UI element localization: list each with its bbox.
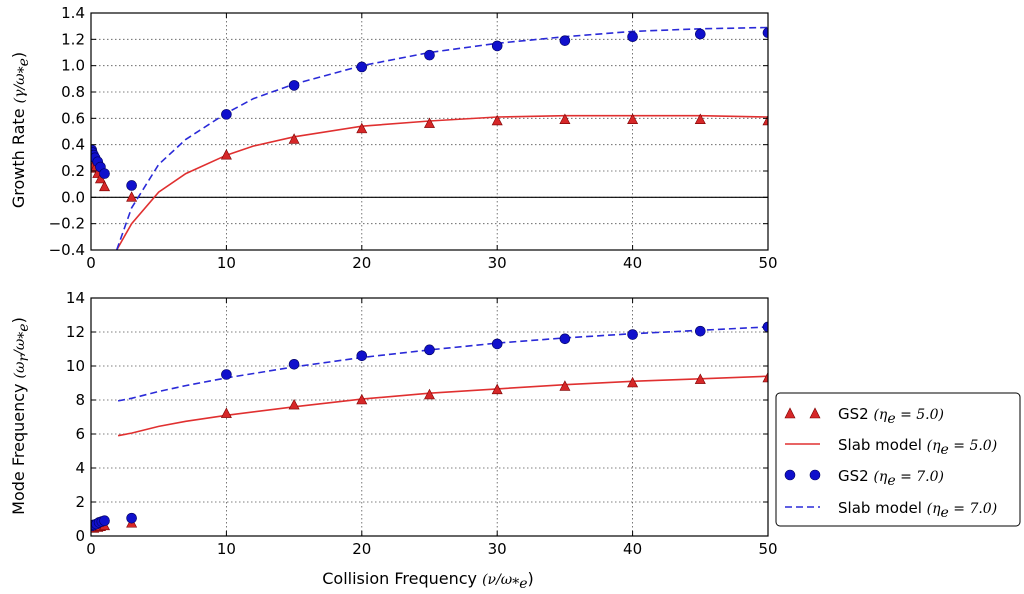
axes-frame <box>90 297 769 537</box>
y-tick-label: 6 <box>75 425 85 443</box>
y-tick-label: 10 <box>66 357 85 375</box>
x-tick-label: 20 <box>352 254 371 272</box>
gs2-eta5-point <box>220 407 232 418</box>
x-tick-label: 20 <box>352 540 371 558</box>
y-tick-label: 14 <box>66 289 85 307</box>
gs2-eta5-point <box>559 380 571 391</box>
y-tick-label: 1.0 <box>61 57 85 75</box>
y-tick-label: 0.4 <box>61 136 85 154</box>
red-triangle-marker <box>784 407 796 419</box>
blue-circle-marker <box>784 469 796 481</box>
y-tick-label: −0.4 <box>49 241 85 259</box>
y-tick-label: 0 <box>75 527 85 545</box>
gs2-eta7-point <box>424 344 435 356</box>
x-tick-label: 30 <box>488 540 507 558</box>
y-tick-label: 12 <box>66 323 85 341</box>
red-triangle-marker <box>809 407 821 419</box>
gs2-eta7-point <box>762 27 768 39</box>
x-tick-label: 50 <box>758 254 777 272</box>
legend-label: GS2 (ηe = 7.0) <box>838 467 944 489</box>
gs2-eta5-point <box>627 113 639 124</box>
gs2-eta7-point <box>694 325 706 337</box>
y-tick-label: 0.2 <box>61 162 85 180</box>
gs2-eta7-point <box>694 28 706 40</box>
gs2-eta7-point <box>762 321 768 333</box>
y-tick-label: −0.2 <box>49 215 85 233</box>
y-tick-label: 1.2 <box>61 30 85 48</box>
gs2-eta5-point <box>288 133 300 144</box>
gs2-eta5-point <box>491 383 503 395</box>
gs2-eta7-point <box>221 369 232 380</box>
y-tick-label: 1.4 <box>61 4 85 22</box>
gs2-eta5-point <box>762 371 768 383</box>
gs2-eta7-point <box>356 350 368 362</box>
slab-model-line-eta7 <box>115 26 768 250</box>
gs2-eta5-point <box>288 398 300 410</box>
slab-model-line-eta5 <box>116 114 768 250</box>
x-tick-label: 10 <box>217 254 236 272</box>
series-group <box>91 321 768 533</box>
y-tick-label: 4 <box>75 459 85 477</box>
slab-model-line-eta5 <box>117 375 768 437</box>
gs2-eta7-point <box>99 168 110 179</box>
gs2-eta7-point <box>288 358 300 370</box>
x-tick-label: 30 <box>488 254 507 272</box>
x-axis-label: Collision Frequency (ν/ω*e) <box>322 569 534 592</box>
gs2-eta7-point <box>356 61 368 73</box>
gs2-eta5-point <box>220 149 232 160</box>
x-tick-label: 0 <box>86 254 96 272</box>
gs2-eta5-point <box>126 191 138 202</box>
axes-frame <box>90 12 769 251</box>
gs2-eta5-point <box>491 114 503 126</box>
gs2-eta5-point <box>99 180 111 192</box>
gs2-eta5-point <box>559 113 571 124</box>
x-tick-label: 50 <box>758 540 777 558</box>
legend: GS2 (ηe = 5.0) Slab model (ηe = 5.0) GS2… <box>775 392 1021 527</box>
growth-rate-panel: 0 10 20 30 40 50 −0.4 −0.2 0.0 0.2 0.4 0.6 0.8 1.0 1.2… <box>49 4 778 272</box>
legend-entry-gs2-eta5: GS2 (ηe = 5.0) <box>784 405 944 427</box>
gs2-eta7-point <box>559 333 571 345</box>
bottom-y-axis-label: Mode Frequency (ωr/ω*e) <box>9 317 32 515</box>
top-y-axis-label: Growth Rate (γ/ω*e) <box>9 52 32 208</box>
y-tick-label: 2 <box>75 493 85 511</box>
legend-entry-slab-eta5: Slab model (ηe = 5.0) <box>785 436 997 458</box>
x-tick-label: 0 <box>86 540 96 558</box>
legend-label: Slab model (ηe = 7.0) <box>838 499 997 521</box>
legend-entry-gs2-eta7: GS2 (ηe = 7.0) <box>784 467 944 489</box>
y-tick-label: 0.6 <box>61 109 85 127</box>
gs2-eta7-point <box>491 40 503 52</box>
legend-label: GS2 (ηe = 5.0) <box>838 405 944 427</box>
x-tick-label: 40 <box>623 540 642 558</box>
series-group <box>91 26 768 250</box>
gs2-eta5-point <box>694 373 706 384</box>
gs2-eta7-point <box>221 109 232 120</box>
gs2-eta7-point <box>126 512 137 524</box>
slab-model-line-eta7 <box>117 326 768 402</box>
gs2-eta5-point <box>694 113 706 124</box>
x-tick-label: 10 <box>217 540 236 558</box>
gs2-eta7-point <box>424 49 435 61</box>
y-tick-label: 8 <box>75 391 85 409</box>
gs2-eta7-point <box>627 329 638 340</box>
gs2-eta5-point <box>424 117 435 128</box>
gs2-eta7-point <box>627 31 638 43</box>
gs2-eta7-point <box>126 180 137 191</box>
gs2-eta7-point <box>288 80 300 91</box>
legend-label: Slab model (ηe = 5.0) <box>838 436 997 458</box>
legend-entry-slab-eta7: Slab model (ηe = 7.0) <box>785 499 997 521</box>
y-tick-label: 0.8 <box>61 83 85 101</box>
gs2-eta5-point <box>424 388 435 400</box>
gs2-eta7-point <box>99 515 110 527</box>
gs2-eta5-point <box>627 376 639 388</box>
x-tick-label: 40 <box>623 254 642 272</box>
gs2-eta7-point <box>491 338 503 350</box>
gs2-eta5-point <box>356 393 368 405</box>
legend-box <box>775 392 1021 527</box>
blue-circle-marker <box>809 469 821 481</box>
mode-frequency-panel: 0 10 20 30 40 50 0 2 4 6 8 10 12 14 <box>66 289 778 558</box>
gs2-eta7-point <box>559 35 571 46</box>
y-tick-label: 0.0 <box>61 188 85 206</box>
gs2-eta5-point <box>356 122 368 134</box>
